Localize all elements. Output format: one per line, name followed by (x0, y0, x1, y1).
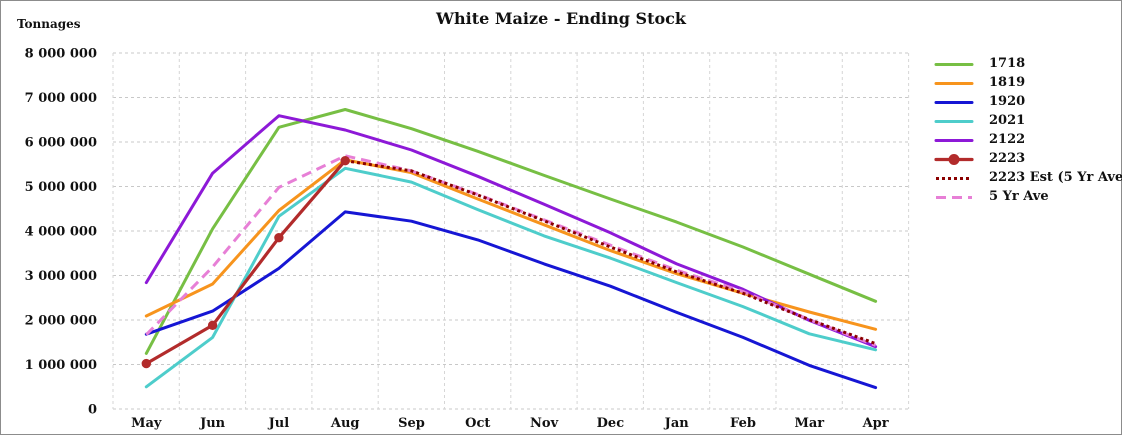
x-tick-label: Nov (530, 416, 559, 431)
y-tick-label: 2 000 000 (25, 314, 97, 329)
legend-label: 5 Yr Ave (989, 189, 1049, 204)
y-tick-label: 4 000 000 (25, 225, 97, 240)
x-tick-label: Apr (862, 416, 889, 431)
series-line-1920 (144, 210, 878, 390)
x-tick-label: May (131, 416, 162, 431)
legend-swatch (934, 139, 974, 142)
gridlines (112, 52, 910, 410)
legend-label: 1718 (989, 56, 1026, 71)
y-tick-label: 8 000 000 (25, 47, 97, 62)
legend-swatch (934, 63, 974, 66)
x-tick-labels: May Jun Jul Aug Sep Oct Nov Dec Jan Feb Mar Apr (131, 416, 889, 431)
y-tick-labels: 0 1 000 000 2 000 000 3 000 000 4 000 000 5 0… (25, 47, 97, 418)
x-tick-label: Jan (664, 416, 690, 431)
series-line-2021 (144, 166, 878, 389)
series-line-2223-est-5-yr-ave- (344, 159, 877, 346)
series-line-1718 (144, 108, 878, 355)
series-line-2122 (144, 114, 878, 349)
legend-label: 2223 Est (5 Yr Ave) (989, 170, 1122, 185)
legend-label: 2223 (989, 151, 1026, 166)
legend-swatch (934, 120, 974, 123)
chart-title: White Maize - Ending Stock (436, 9, 686, 28)
x-tick-label: Feb (730, 416, 756, 431)
legend-swatch (936, 177, 972, 180)
y-tick-label: 0 (88, 403, 97, 418)
series-lines (141, 108, 878, 390)
legend-label: 2021 (989, 113, 1026, 128)
x-tick-label: Mar (794, 416, 824, 431)
legend-label: 1819 (989, 75, 1026, 90)
legend-label: 2122 (989, 132, 1026, 147)
data-point (141, 358, 152, 369)
x-tick-label: Sep (398, 416, 425, 431)
data-point (207, 320, 218, 331)
x-tick-label: Oct (465, 416, 490, 431)
x-tick-label: Dec (597, 416, 625, 431)
series-line-5-yr-ave (145, 154, 877, 347)
data-point (340, 155, 350, 166)
y-tick-label: 6 000 000 (25, 136, 97, 151)
legend-label: 1920 (989, 94, 1026, 109)
series-line-2223 (144, 159, 347, 366)
y-axis-label: Tonnages (17, 17, 81, 31)
x-tick-label: Jun (199, 416, 226, 431)
x-tick-label: Aug (330, 416, 360, 431)
legend-swatch (934, 82, 974, 85)
legend-swatch (936, 196, 972, 199)
legend-swatch (934, 154, 974, 165)
data-point (274, 232, 284, 243)
y-tick-label: 5 000 000 (25, 180, 97, 195)
y-tick-label: 3 000 000 (25, 269, 97, 284)
y-tick-label: 1 000 000 (25, 358, 97, 373)
legend-swatch (934, 101, 974, 104)
y-tick-label: 7 000 000 (25, 91, 97, 106)
x-tick-label: Jul (268, 416, 290, 431)
